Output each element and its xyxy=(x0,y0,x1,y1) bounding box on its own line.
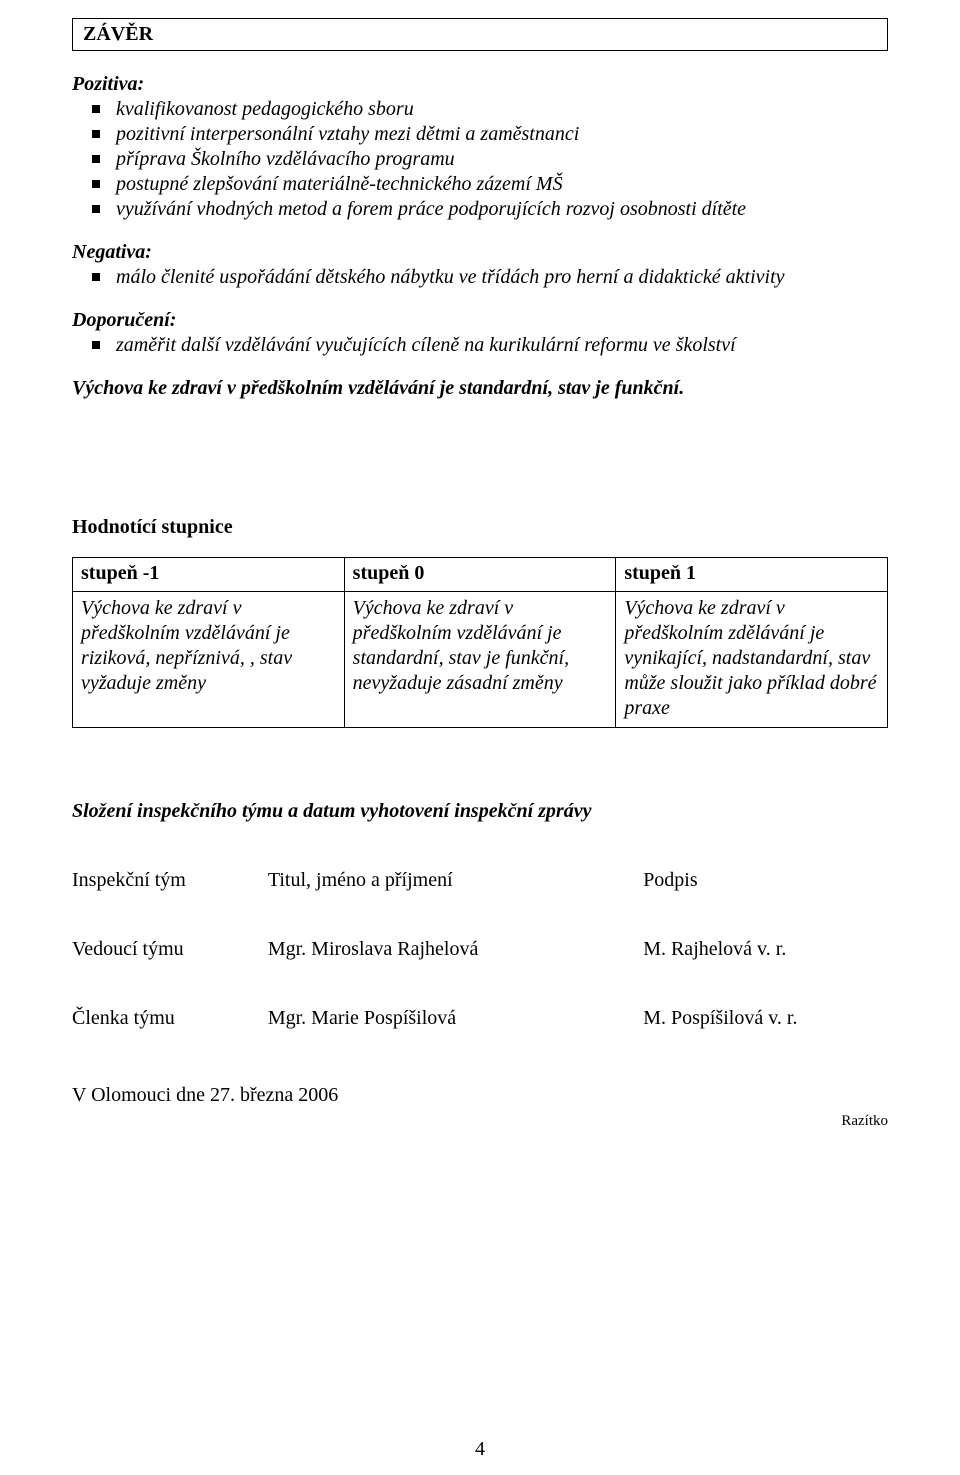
negativa-heading: Negativa: xyxy=(72,241,888,264)
col-header: stupeň 0 xyxy=(344,558,616,592)
team-role: Členka týmu xyxy=(72,1007,268,1030)
team-row: Členka týmu Mgr. Marie Pospíšilová M. Po… xyxy=(72,1007,888,1030)
team-col-label: Inspekční tým xyxy=(72,869,268,892)
title-box: ZÁVĚR xyxy=(72,18,888,51)
stamp-label: Razítko xyxy=(72,1113,888,1130)
table-cell: Výchova ke zdraví v předškolním vzdělává… xyxy=(73,592,345,728)
date-line: V Olomouci dne 27. března 2006 xyxy=(72,1084,888,1107)
list-item: zaměřit další vzdělávání vyučujících cíl… xyxy=(116,334,888,357)
team-row: Vedoucí týmu Mgr. Miroslava Rajhelová M.… xyxy=(72,938,888,961)
summary-text: Výchova ke zdraví v předškolním vzdělává… xyxy=(72,377,888,400)
table-cell: Výchova ke zdraví v předškolním zděláván… xyxy=(616,592,888,728)
list-item: využívání vhodných metod a forem práce p… xyxy=(116,198,888,221)
negativa-list: málo členité uspořádání dětského nábytku… xyxy=(116,266,888,289)
page: ZÁVĚR Pozitiva: kvalifikovanost pedagogi… xyxy=(0,0,960,1475)
scale-table: stupeň -1 stupeň 0 stupeň 1 Výchova ke z… xyxy=(72,557,888,728)
pozitiva-heading: Pozitiva: xyxy=(72,73,888,96)
doporuceni-heading: Doporučení: xyxy=(72,309,888,332)
team-name: Mgr. Miroslava Rajhelová xyxy=(268,938,643,961)
table-row: Výchova ke zdraví v předškolním vzdělává… xyxy=(73,592,888,728)
doporuceni-list-wrap: zaměřit další vzdělávání vyučujících cíl… xyxy=(72,334,888,357)
page-number: 4 xyxy=(0,1438,960,1461)
team-col-label: Podpis xyxy=(643,869,888,892)
table-row: stupeň -1 stupeň 0 stupeň 1 xyxy=(73,558,888,592)
doporuceni-list: zaměřit další vzdělávání vyučujících cíl… xyxy=(116,334,888,357)
col-header: stupeň -1 xyxy=(73,558,345,592)
list-item: pozitivní interpersonální vztahy mezi dě… xyxy=(116,123,888,146)
list-item: postupné zlepšování materiálně-technické… xyxy=(116,173,888,196)
team-heading: Složení inspekčního týmu a datum vyhotov… xyxy=(72,800,888,823)
table-cell: Výchova ke zdraví v předškolním vzdělává… xyxy=(344,592,616,728)
pozitiva-list-wrap: kvalifikovanost pedagogického sboru pozi… xyxy=(72,98,888,221)
list-item: málo členité uspořádání dětského nábytku… xyxy=(116,266,888,289)
list-item: kvalifikovanost pedagogického sboru xyxy=(116,98,888,121)
list-item: příprava Školního vzdělávacího programu xyxy=(116,148,888,171)
negativa-list-wrap: málo členité uspořádání dětského nábytku… xyxy=(72,266,888,289)
team-sign: M. Rajhelová v. r. xyxy=(643,938,888,961)
col-header: stupeň 1 xyxy=(616,558,888,592)
team-col-label: Titul, jméno a příjmení xyxy=(268,869,643,892)
title-text: ZÁVĚR xyxy=(83,23,153,45)
scale-title: Hodnotící stupnice xyxy=(72,516,888,539)
pozitiva-list: kvalifikovanost pedagogického sboru pozi… xyxy=(116,98,888,221)
team-sign: M. Pospíšilová v. r. xyxy=(643,1007,888,1030)
team-role: Vedoucí týmu xyxy=(72,938,268,961)
team-header-row: Inspekční tým Titul, jméno a příjmení Po… xyxy=(72,869,888,892)
team-name: Mgr. Marie Pospíšilová xyxy=(268,1007,643,1030)
